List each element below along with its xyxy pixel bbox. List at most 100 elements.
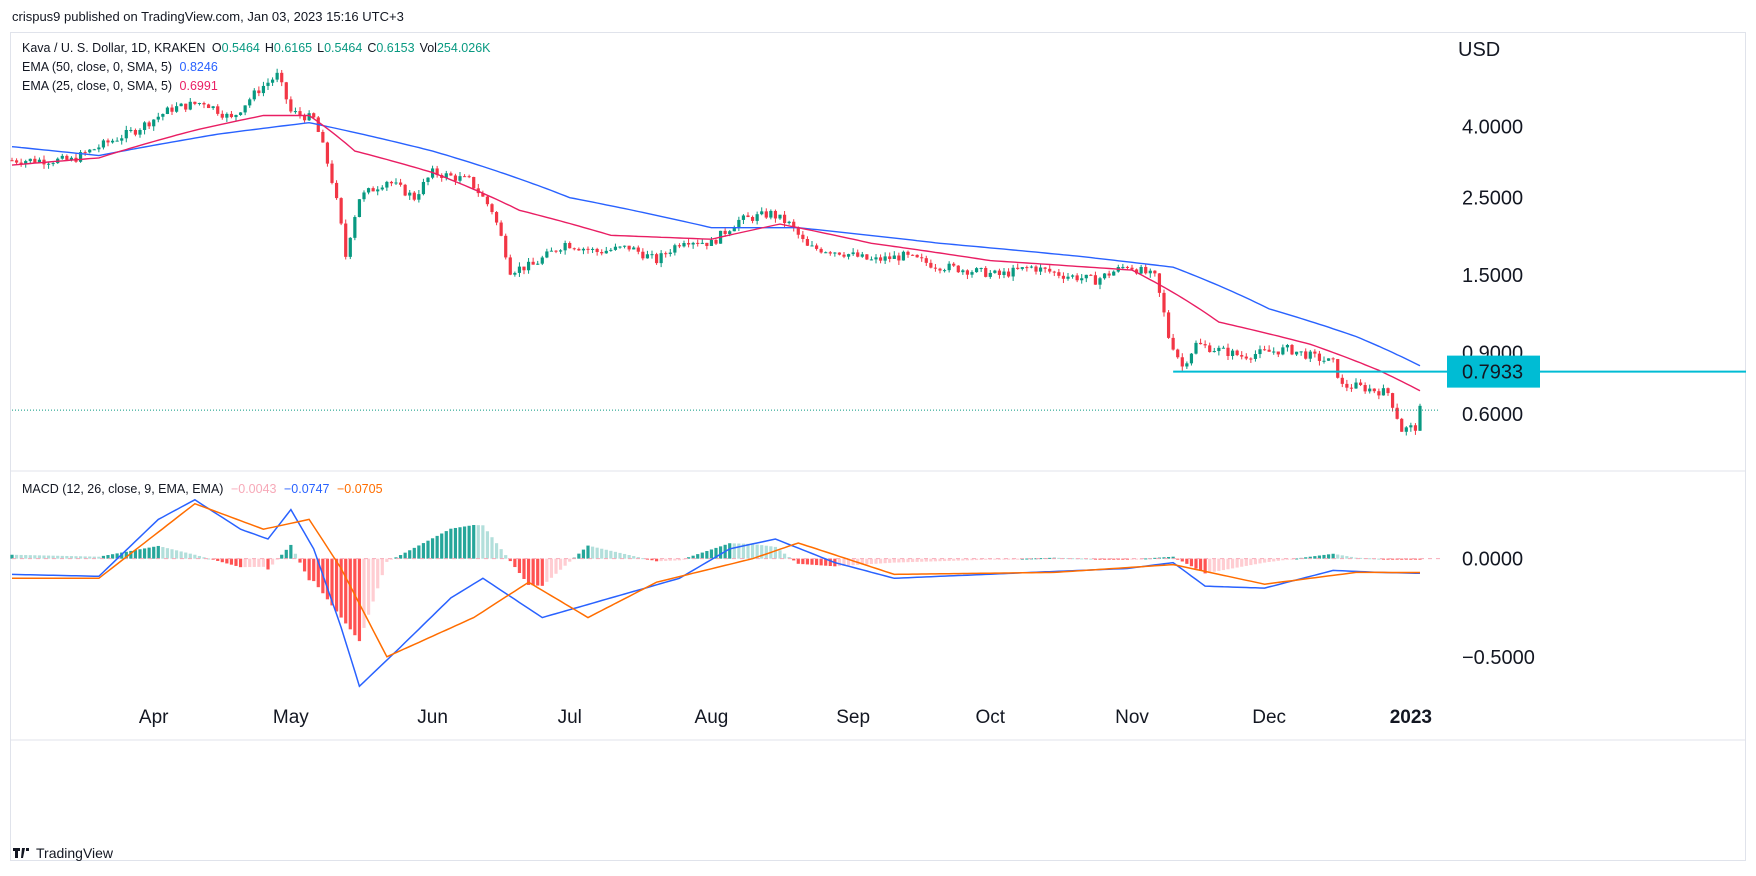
candle-body bbox=[193, 101, 197, 104]
candle-body bbox=[449, 173, 453, 176]
candle-body bbox=[1075, 275, 1079, 281]
macd-histogram-bar bbox=[225, 558, 229, 564]
macd-histogram-bar bbox=[302, 558, 307, 572]
candle-body bbox=[334, 182, 339, 199]
candle-body bbox=[366, 188, 371, 193]
candle-body bbox=[856, 252, 860, 257]
macd-histogram-bar bbox=[69, 556, 74, 559]
macd-histogram-bar bbox=[362, 558, 366, 628]
macd-histogram-bar bbox=[572, 557, 576, 559]
macd-histogram-bar bbox=[1345, 556, 1349, 559]
macd-histogram-bar bbox=[197, 555, 202, 559]
candle-body bbox=[344, 223, 348, 257]
ema50-line bbox=[11, 121, 1421, 367]
macd-histogram-bar bbox=[312, 558, 316, 582]
macd-histogram-bar bbox=[787, 557, 791, 559]
candle-body bbox=[1130, 267, 1134, 270]
candle-body bbox=[1057, 272, 1061, 276]
macd-histogram-bar bbox=[156, 545, 160, 559]
macd-histogram-bar bbox=[28, 555, 32, 559]
candle-body bbox=[874, 257, 878, 260]
candle-body bbox=[819, 248, 823, 253]
macd-histogram-bar bbox=[421, 543, 426, 559]
macd-histogram-bar bbox=[440, 533, 444, 559]
macd-histogram-bar bbox=[403, 552, 407, 559]
candle-body bbox=[371, 188, 375, 192]
time-tick-label: Oct bbox=[976, 707, 1006, 728]
macd-histogram-bar bbox=[1171, 556, 1175, 559]
macd-histogram-bar bbox=[627, 555, 631, 559]
candle-body bbox=[1121, 266, 1125, 268]
candle-body bbox=[1390, 393, 1395, 408]
macd-legend: MACD (12, 26, close, 9, EMA, EMA) −0.004… bbox=[22, 482, 383, 496]
candle-body bbox=[252, 90, 256, 100]
candle-body bbox=[590, 248, 595, 250]
macd-histogram-bar bbox=[97, 556, 101, 559]
candle-body bbox=[1308, 351, 1312, 359]
ohlc-key-o: O bbox=[211, 41, 222, 55]
candle-body bbox=[860, 254, 864, 257]
candle-body bbox=[814, 245, 819, 249]
candle-body bbox=[78, 152, 83, 162]
candle-body bbox=[1363, 385, 1367, 392]
ema25-line bbox=[11, 114, 1421, 392]
candle-body bbox=[878, 257, 883, 261]
candle-body bbox=[1157, 273, 1162, 293]
candle-body bbox=[321, 131, 325, 143]
candle-body bbox=[216, 106, 220, 114]
macd-line-value: −0.0747 bbox=[283, 482, 330, 496]
macd-histogram-bar bbox=[1308, 556, 1312, 559]
macd-histogram-bar bbox=[42, 555, 46, 559]
macd-histogram-bar bbox=[714, 547, 718, 559]
macd-histogram-bar bbox=[133, 550, 138, 559]
ohlc-value-h: 0.6165 bbox=[273, 41, 313, 55]
candle-body bbox=[540, 257, 544, 264]
candle-body bbox=[330, 163, 334, 183]
candle-body bbox=[1208, 345, 1212, 353]
candle-body bbox=[248, 99, 252, 106]
candle-body bbox=[1038, 267, 1043, 272]
candle-body bbox=[1102, 273, 1107, 279]
candle-body bbox=[723, 230, 727, 234]
candle-body bbox=[206, 104, 211, 109]
macd-histogram-bar bbox=[188, 553, 192, 559]
candle-body bbox=[129, 129, 133, 131]
ohlc-value-l: 0.5464 bbox=[324, 41, 363, 55]
macd-histogram-bar bbox=[24, 555, 28, 559]
ema25-legend: EMA (25, close, 0, SMA, 5) 0.6991 bbox=[22, 79, 218, 93]
macd-histogram-bar bbox=[595, 547, 599, 559]
macd-histogram-bar bbox=[462, 526, 467, 559]
candle-body bbox=[929, 262, 933, 268]
macd-histogram-bar bbox=[1006, 558, 1011, 560]
candle-body bbox=[312, 113, 316, 118]
macd-histogram-bar bbox=[1166, 556, 1171, 559]
candle-body bbox=[1198, 342, 1203, 345]
macd-histogram-bar bbox=[238, 558, 243, 568]
candle-body bbox=[394, 182, 398, 184]
macd-histogram-bar bbox=[1377, 558, 1381, 560]
macd-histogram-bar bbox=[293, 553, 298, 559]
macd-histogram-bar bbox=[837, 558, 842, 567]
candle-body bbox=[1002, 271, 1006, 275]
macd-histogram-bar bbox=[334, 558, 339, 612]
candle-body bbox=[211, 106, 215, 109]
ohlc-key-l: L bbox=[317, 41, 325, 55]
macd-histogram-bar bbox=[339, 558, 343, 618]
macd-histogram-bar bbox=[120, 552, 124, 559]
macd-histogram-bar bbox=[1317, 555, 1322, 559]
macd-histogram-bar bbox=[161, 547, 165, 559]
candle-body bbox=[906, 251, 910, 255]
candle-body bbox=[1011, 267, 1015, 277]
candle-body bbox=[1244, 356, 1248, 359]
candle-body bbox=[682, 243, 686, 247]
candle-body bbox=[197, 103, 202, 105]
candle-body bbox=[755, 214, 759, 221]
candle-body bbox=[947, 263, 951, 271]
ema50-legend: EMA (50, close, 0, SMA, 5) 0.8246 bbox=[22, 60, 218, 74]
macd-histogram-bar bbox=[348, 558, 352, 630]
macd-histogram-bar bbox=[1313, 556, 1317, 559]
macd-histogram-bar bbox=[298, 558, 302, 563]
macd-histogram-bar bbox=[266, 558, 270, 570]
candle-body bbox=[14, 160, 19, 163]
